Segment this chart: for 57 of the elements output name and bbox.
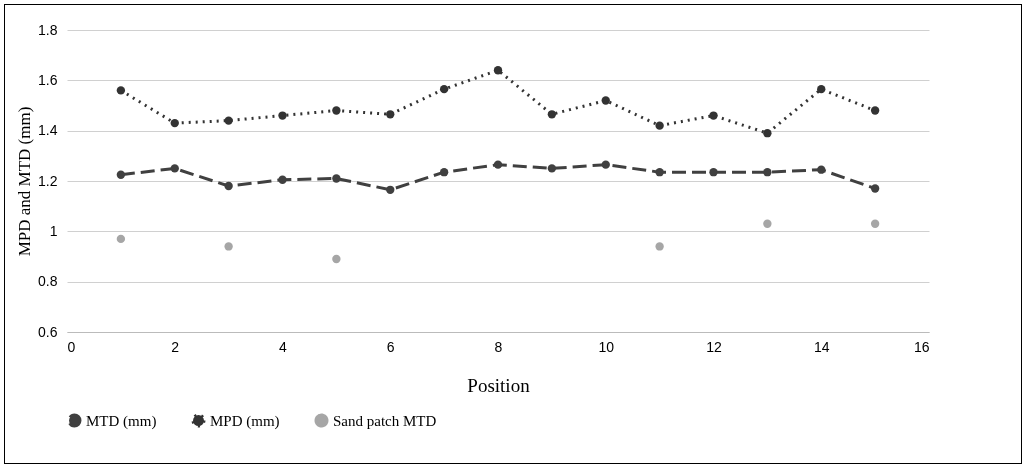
- x-tick-label: 8: [494, 338, 503, 355]
- point: [332, 174, 341, 183]
- y-tick-label: 1.6: [38, 71, 58, 88]
- legend-label: MPD (mm): [210, 412, 280, 430]
- point: [224, 242, 233, 251]
- point: [817, 84, 826, 94]
- y-tick-label: 0.6: [38, 323, 58, 340]
- y-tick-label: 1.4: [38, 122, 58, 139]
- point: [493, 66, 503, 75]
- point: [386, 185, 395, 194]
- point: [439, 168, 449, 177]
- point: [709, 111, 718, 120]
- point: [278, 111, 287, 120]
- point: [870, 106, 880, 115]
- point: [817, 165, 826, 174]
- x-tick-label: 10: [598, 338, 615, 355]
- y-tick-label: 1: [49, 222, 58, 239]
- x-tick-label: 14: [813, 338, 830, 355]
- point: [224, 116, 233, 125]
- legend-label: Sand patch MTD: [333, 412, 437, 429]
- y-tick-label: 1.2: [38, 172, 58, 189]
- x-tick-label: 2: [171, 338, 180, 355]
- point: [601, 160, 610, 169]
- point: [332, 106, 341, 115]
- point: [870, 184, 880, 193]
- point: [547, 110, 557, 119]
- point: [709, 168, 718, 177]
- point: [870, 219, 880, 228]
- x-tick-label: 0: [67, 338, 76, 355]
- point: [763, 168, 772, 177]
- point: [278, 175, 287, 184]
- point: [224, 181, 233, 191]
- point: [547, 164, 557, 173]
- point: [601, 96, 610, 105]
- point: [493, 160, 503, 169]
- x-tick-label: 4: [279, 338, 288, 355]
- point: [170, 118, 179, 128]
- point: [170, 164, 179, 173]
- x-tick-label: 16: [913, 338, 930, 355]
- point: [116, 234, 126, 244]
- x-tick-label: 6: [386, 338, 395, 355]
- y-axis-title: MPD and MTD (mm): [15, 106, 35, 257]
- legend-label: MTD (mm): [86, 412, 157, 430]
- point: [386, 110, 395, 119]
- point: [332, 254, 341, 264]
- x-axis-title: Position: [467, 374, 531, 396]
- point: [763, 129, 772, 138]
- point: [655, 242, 664, 251]
- point: [116, 86, 126, 95]
- point: [763, 219, 772, 228]
- point: [439, 84, 449, 94]
- point: [116, 170, 126, 179]
- point: [655, 121, 664, 130]
- point: [655, 168, 664, 177]
- y-tick-label: 1.8: [38, 21, 58, 38]
- x-tick-label: 12: [706, 338, 722, 355]
- y-tick-label: 0.8: [38, 273, 58, 290]
